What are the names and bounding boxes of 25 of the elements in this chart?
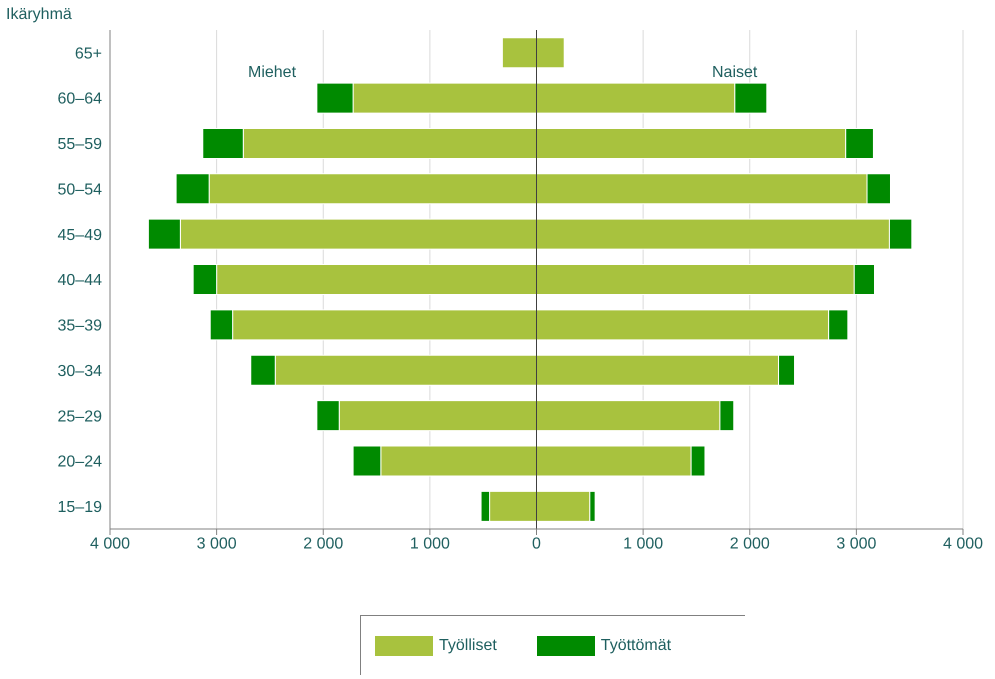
y-tick-label: 60–64 [58,90,102,108]
x-tick-label: 0 [532,535,542,552]
y-tick-label: 30–34 [58,362,102,380]
x-tick-label: 1 000 [623,535,664,552]
y-axis-title: Ikäryhmä [6,6,72,24]
x-tick-label: 3 000 [836,535,876,552]
y-tick-label: 20–24 [58,454,102,471]
y-tick-label: 55–59 [58,136,102,154]
legend-label: Työttömät [600,636,672,654]
legend-label: Työlliset [439,636,497,654]
annotation: Naiset [712,64,758,82]
y-tick-label: 50–54 [58,181,102,198]
x-tick-label: 1 000 [410,535,450,552]
y-tick-label: 40–44 [58,272,102,290]
y-tick-label: 45–49 [58,226,102,244]
x-tick-label: 4 000 [942,535,984,552]
y-tick-label: 65+ [74,45,102,62]
x-tick-label: 4 000 [90,535,130,552]
y-tick-label: 35–39 [58,318,102,335]
x-tick-label: 2 000 [730,535,770,552]
y-tick-label: 25–29 [58,408,102,426]
x-tick-label: 2 000 [303,535,344,552]
x-tick-label: 3 000 [196,535,237,552]
y-tick-label: 15–19 [58,499,102,516]
annotation: Miehet [248,64,296,82]
